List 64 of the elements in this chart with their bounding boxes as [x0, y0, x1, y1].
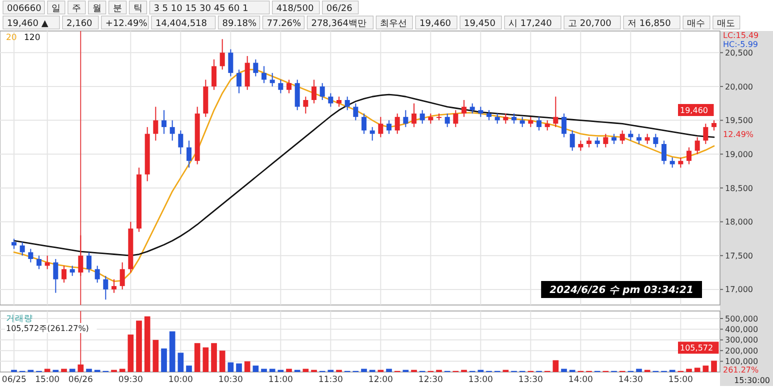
x-tick-label: 15:00 — [35, 375, 60, 385]
text: 20 — [6, 33, 17, 43]
text: 2,160 — [66, 19, 93, 29]
text: 12.49% — [723, 130, 754, 140]
text: 매수 — [687, 19, 706, 29]
x-tick-label: 10:30 — [218, 375, 243, 385]
text: LC:15.49 — [723, 31, 759, 40]
text: 006660 — [7, 4, 42, 14]
x-tick-label: 09:30 — [118, 375, 143, 385]
text: 주 — [72, 4, 81, 14]
x-tick-label: 13:30 — [518, 375, 543, 385]
text: 매도 — [716, 19, 735, 29]
x-tick-label: 06/25 — [2, 375, 26, 385]
y-tick-label: 400,000 — [725, 324, 758, 334]
text: 시 17,240 — [508, 19, 552, 29]
text: 3 5 10 15 30 45 60 1 — [154, 4, 248, 14]
x-tick-label: 14:00 — [568, 375, 593, 385]
x-tick-label: 11:30 — [318, 375, 343, 385]
text: 89.18% — [222, 19, 258, 29]
x-tick-label: 06/26 — [68, 375, 93, 385]
text: +12.49% — [105, 19, 148, 29]
y-tick-label: 200,000 — [725, 346, 758, 356]
text: 19,460 — [420, 19, 452, 29]
x-tick-label: 10:00 — [168, 375, 193, 385]
y-tick-label: 18,500 — [725, 184, 753, 193]
y-tick-label: 17,500 — [725, 251, 753, 260]
text: 19,460 ▲ — [7, 19, 48, 29]
y-tick-label: 20,000 — [725, 82, 753, 92]
text: HC:-5.99 — [723, 40, 758, 49]
x-tick-label: 11:00 — [268, 375, 293, 385]
text: 120 — [24, 33, 40, 43]
y-tick-label: 500,000 — [725, 314, 758, 324]
x-tick-label: 14:30 — [618, 375, 643, 385]
text: 77.26% — [266, 19, 302, 29]
y-tick-label: 18,000 — [725, 218, 753, 227]
text: 틱 — [133, 4, 142, 14]
text: 월 — [92, 4, 102, 14]
text: 일 — [51, 4, 60, 14]
text: 278,364백만 — [311, 19, 366, 29]
text: 06/26 — [326, 4, 353, 14]
y-tick-label: 100,000 — [725, 357, 758, 366]
legend-title: 거래량 — [6, 314, 33, 324]
text: 2024/6/26 수 pm 03:34:21 — [550, 285, 694, 296]
x-tick-label: 13:00 — [468, 375, 493, 385]
y-tick-label: 300,000 — [725, 336, 758, 345]
text: 15:30:00 — [734, 376, 770, 385]
text: 14,404,518 — [155, 19, 208, 29]
annotation: 19,460 — [680, 106, 708, 116]
text: 분 — [112, 4, 122, 14]
x-tick-label: 15:00 — [668, 375, 693, 385]
text: 고 20,700 — [568, 19, 612, 29]
text: 261.27% — [723, 366, 759, 375]
annotation: 105,572주(261.27%) — [6, 324, 89, 333]
y-tick-label: 20,500 — [725, 48, 753, 58]
annotation: 105,572 — [680, 344, 714, 353]
text: 저 16,850 — [628, 19, 672, 29]
x-tick-label: 12:30 — [418, 375, 443, 385]
x-tick-label: 12:00 — [368, 375, 393, 385]
y-tick-label: 19,000 — [725, 150, 753, 159]
y-tick-label: 19,500 — [725, 116, 753, 126]
text: 최우선 — [380, 19, 408, 29]
text: 19,450 — [464, 19, 496, 29]
y-tick-label: 17,000 — [725, 285, 753, 294]
text: 418/500 — [276, 4, 314, 14]
